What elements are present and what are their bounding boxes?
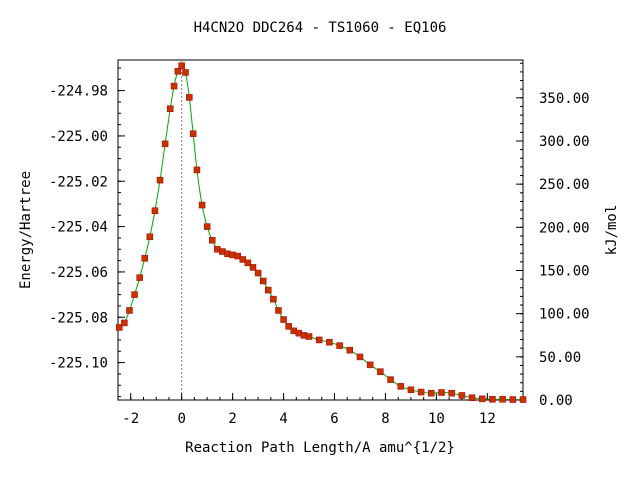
data-point (397, 383, 404, 390)
data-point (366, 361, 374, 369)
data-point (249, 264, 257, 271)
data-point (315, 336, 323, 344)
data-point (448, 389, 455, 397)
y2-tick-label: 150.00 (539, 263, 590, 279)
y2-axis-ticks: 350.00 300.00 250.00 200.00 150.00 100.00 50.0… (516, 62, 590, 409)
data-point (141, 255, 148, 262)
plot-frame (117, 59, 524, 401)
x-tick-label: -2 (122, 411, 139, 427)
y2-tick-label: 350.00 (539, 91, 590, 107)
data-point (198, 201, 206, 209)
data-point (208, 236, 216, 244)
data-point (275, 307, 282, 314)
data-point (265, 286, 272, 294)
data-point (458, 392, 466, 399)
data-point (407, 386, 415, 394)
data-point (270, 295, 277, 303)
data-point (234, 252, 241, 260)
x-tick-label: 10 (428, 411, 445, 427)
data-point (356, 353, 364, 361)
data-point (499, 396, 506, 403)
data-point (151, 207, 159, 214)
y2-axis-label: kJ/mol (604, 205, 620, 256)
y2-tick-label: 50.00 (539, 350, 581, 366)
data-point (131, 291, 138, 298)
y-tick-label: -225.06 (49, 265, 108, 281)
data-point (189, 130, 197, 137)
x-tick-label: 12 (479, 411, 496, 427)
data-point (146, 233, 154, 241)
data-point (285, 323, 292, 330)
data-point (193, 166, 201, 174)
data-point (326, 338, 333, 346)
y-tick-label: -225.02 (49, 174, 108, 190)
data-point (478, 395, 486, 403)
y2-tick-label: 200.00 (539, 220, 590, 236)
data-point (417, 388, 425, 396)
data-point (161, 140, 169, 148)
data-point (239, 256, 247, 263)
series-markers (116, 62, 527, 403)
y-tick-label: -225.00 (49, 129, 108, 145)
data-point (178, 62, 185, 69)
y-axis-label: Energy/Hartree (18, 171, 34, 289)
y-axis-ticks: -224.98 -225.00 -225.02 -225.04 -225.06 -225.… (49, 67, 125, 398)
data-point (166, 105, 174, 112)
data-point (182, 69, 189, 76)
y-tick-label: -225.04 (49, 220, 108, 236)
y-tick-label: -224.98 (49, 84, 108, 100)
data-point (305, 333, 313, 340)
data-point (203, 223, 211, 230)
data-point (156, 176, 164, 184)
series-line (118, 65, 524, 401)
data-point (387, 376, 394, 383)
data-point (377, 368, 384, 375)
data-point (489, 396, 496, 403)
data-point (170, 82, 178, 90)
data-point (519, 396, 527, 403)
data-point (259, 277, 267, 285)
chart-title: H4CN2O DDC264 - TS1060 - EQ106 (194, 20, 447, 36)
data-point (346, 346, 354, 354)
y-tick-label: -225.08 (49, 310, 108, 326)
y2-tick-label: 100.00 (539, 307, 590, 323)
x-axis-ticks: -2 0 2 4 6 8 10 12 (117, 393, 514, 427)
data-point (186, 94, 193, 101)
data-point (509, 396, 517, 403)
x-tick-label: 2 (228, 411, 236, 427)
x-tick-label: 0 (177, 411, 185, 427)
data-point (121, 319, 128, 327)
x-tick-label: 4 (279, 411, 287, 427)
data-point (174, 68, 182, 75)
y2-tick-label: 300.00 (539, 134, 590, 150)
data-point (126, 307, 133, 314)
data-point (254, 269, 262, 277)
x-tick-label: 6 (330, 411, 338, 427)
y2-tick-label: 250.00 (539, 177, 590, 193)
data-point (428, 389, 435, 397)
y-tick-label: -225.10 (49, 356, 108, 372)
data-point (468, 394, 476, 401)
x-tick-label: 8 (381, 411, 389, 427)
x-axis-label: Reaction Path Length/A amu^{1/2} (185, 440, 455, 456)
data-point (136, 274, 143, 281)
data-point (438, 389, 445, 396)
data-point (116, 324, 123, 331)
data-point (336, 342, 343, 349)
data-point (244, 259, 252, 267)
y2-tick-label: 0.00 (539, 393, 573, 409)
data-point (280, 316, 287, 323)
